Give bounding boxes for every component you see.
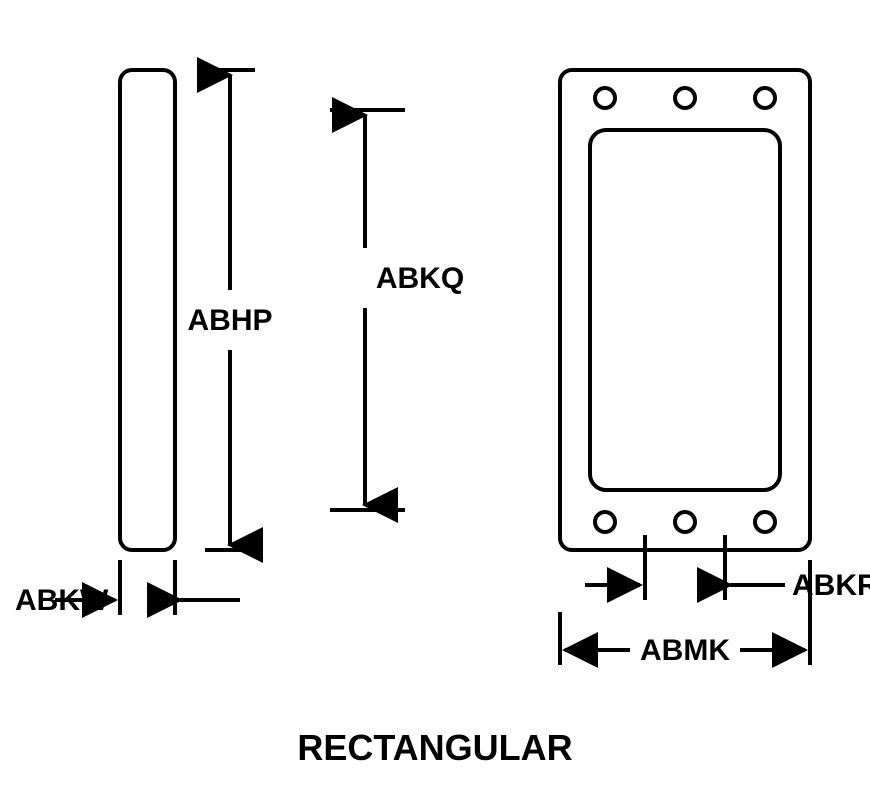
hole-top-3 — [755, 88, 775, 108]
side-view-rect — [120, 70, 175, 550]
hole-bot-1 — [595, 512, 615, 532]
rectangular-diagram: ABHP ABKQ ABKW ABKR ABMK RECTANGULAR — [0, 0, 870, 810]
abkq-label: ABKQ — [376, 262, 464, 295]
hole-top-2 — [675, 88, 695, 108]
front-view-inner — [590, 130, 780, 490]
diagram-title: RECTANGULAR — [297, 727, 572, 768]
abmk-label: ABMK — [640, 634, 730, 667]
abkr-label: ABKR — [792, 569, 870, 602]
abhp-label: ABHP — [187, 304, 272, 337]
hole-top-1 — [595, 88, 615, 108]
hole-bot-2 — [675, 512, 695, 532]
abkw-label: ABKW — [15, 584, 109, 617]
front-view-outer — [560, 70, 810, 550]
hole-bot-3 — [755, 512, 775, 532]
